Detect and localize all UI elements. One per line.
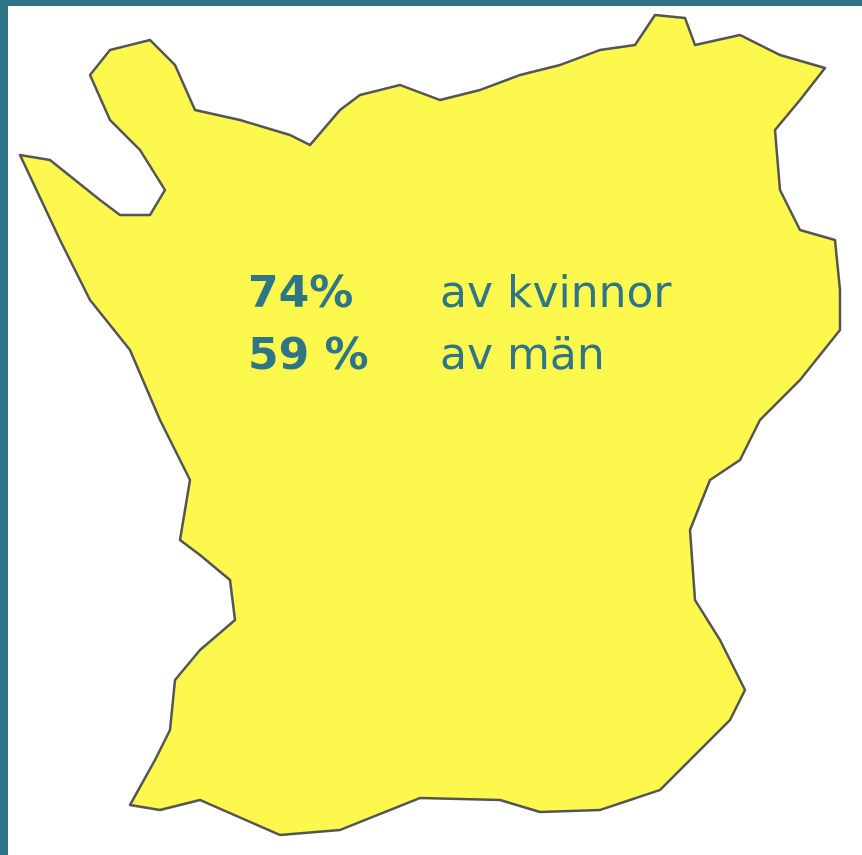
stat-label: av kvinnor — [440, 267, 672, 318]
stat-value: 59 % — [248, 329, 369, 380]
region-shape — [18, 13, 842, 837]
stat-value: 74% — [248, 267, 353, 318]
stat-label: av män — [440, 329, 605, 380]
left-border — [0, 0, 8, 855]
top-border — [0, 0, 862, 6]
